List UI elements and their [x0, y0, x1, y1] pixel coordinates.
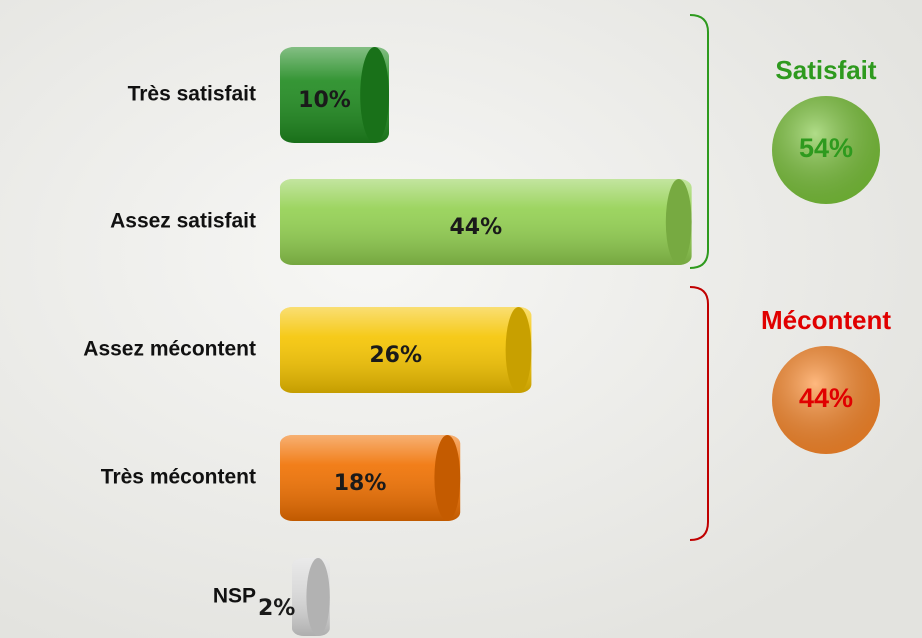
category-label: Assez mécontent [83, 338, 256, 361]
value-label: 2% [258, 596, 295, 621]
value-label: 18% [334, 471, 387, 496]
bar-shine [280, 307, 532, 393]
bar-cap [665, 179, 692, 265]
bar-cap [360, 47, 389, 143]
bar-shine [280, 47, 389, 143]
group-circle-shine [772, 96, 880, 204]
category-label: Très mécontent [101, 466, 256, 489]
bar-cap-shade [360, 47, 389, 143]
bar-cap [434, 435, 461, 521]
group-title: Satisfait [775, 55, 876, 85]
bar-shine [280, 435, 461, 521]
value-label: 26% [369, 343, 422, 368]
value-label: 44% [449, 215, 502, 240]
bar-cap-shade [505, 307, 532, 393]
group-value: 54% [799, 133, 853, 163]
bar-cap [505, 307, 532, 393]
category-label: Assez satisfait [110, 210, 256, 233]
group-title: Mécontent [761, 305, 891, 335]
group-circle-shine [772, 346, 880, 454]
bracket-satisfait [689, 14, 709, 269]
bar-shine [280, 179, 692, 265]
category-label: NSP [213, 585, 256, 608]
group-value: 44% [799, 383, 853, 413]
bar-cap-shade [306, 558, 330, 636]
bar-cap [306, 558, 330, 636]
value-label: 10% [298, 88, 351, 113]
bracket-mecontent [689, 286, 709, 541]
bar-cap-shade [434, 435, 461, 521]
bar-cap-shade [665, 179, 692, 265]
category-label: Très satisfait [128, 83, 256, 106]
